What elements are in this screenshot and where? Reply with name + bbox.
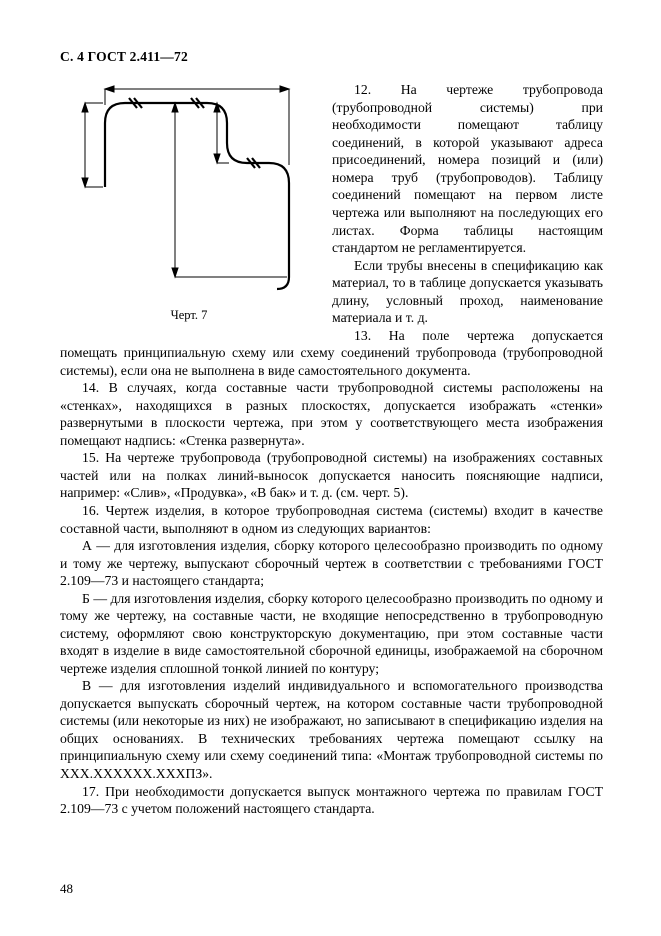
para-16b: Б — для изготовления изделия, сборку кот… [60,590,603,678]
para-13: 13. На поле чертежа допускается помещать… [60,327,603,380]
para-16: 16. Чертеж изделия, в которое трубопрово… [60,502,603,537]
page-number: 48 [60,881,73,898]
para-16v: В — для изготовления изделий индивидуаль… [60,677,603,782]
para-17: 17. При необходимости допускается выпуск… [60,783,603,818]
figure-caption: Черт. 7 [60,307,318,323]
figure-7: Черт. 7 [60,81,318,323]
para-15: 15. На чертеже трубопровода (трубопровод… [60,449,603,502]
content: Черт. 7 12. На чертеже трубопровода (тру… [60,81,603,817]
pipe-diagram-icon [69,81,309,301]
para-14: 14. В случаях, когда составные части тру… [60,379,603,449]
page: С. 4 ГОСТ 2.411—72 [0,0,661,936]
page-header: С. 4 ГОСТ 2.411—72 [60,48,603,65]
para-16a: А — для изготовления изделия, сборку кот… [60,537,603,590]
